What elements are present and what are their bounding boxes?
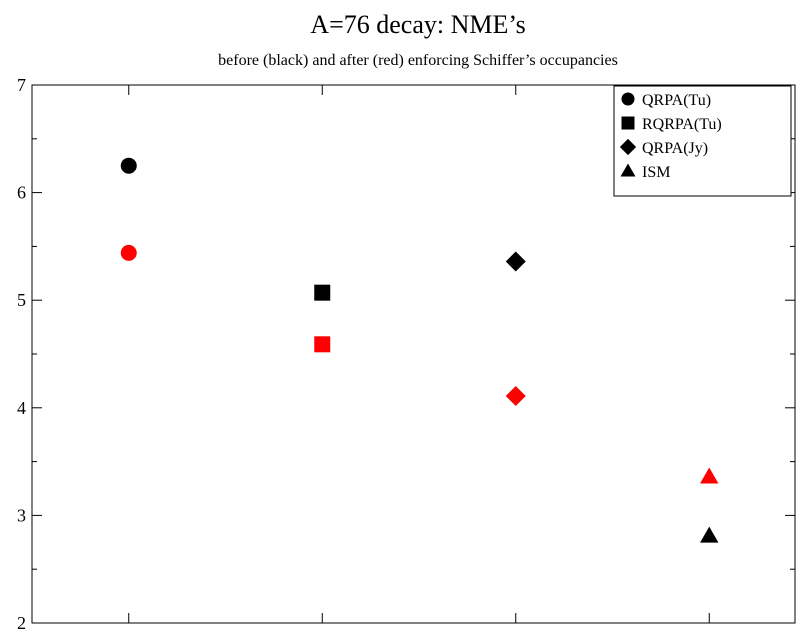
legend-label: ISM — [642, 164, 670, 181]
point-before-diamond — [505, 251, 526, 272]
point-after-diamond — [505, 385, 526, 406]
y-tick-label: 6 — [17, 183, 26, 203]
legend-marker-square — [621, 116, 635, 130]
point-before-square — [314, 284, 331, 301]
point-after-circle — [120, 244, 137, 261]
legend-marker-triangle — [620, 163, 636, 177]
legend-label: QRPA(Jy) — [642, 140, 708, 157]
chart-title: A=76 decay: NME’s — [310, 10, 525, 39]
legend-marker-diamond — [619, 138, 637, 156]
axis-ticks: 2 3 4 5 6 7 — [17, 75, 795, 633]
data-marks — [120, 157, 719, 543]
y-tick-label: 2 — [17, 613, 26, 633]
y-tick-label: 5 — [17, 290, 26, 310]
y-tick-label: 7 — [17, 75, 26, 95]
y-tick-label: 3 — [17, 505, 26, 525]
point-after-triangle — [700, 467, 719, 484]
legend-label: QRPA(Tu) — [642, 92, 711, 109]
legend-label: RQRPA(Tu) — [642, 116, 722, 133]
point-before-circle — [120, 157, 137, 174]
point-before-triangle — [700, 526, 719, 543]
legend: QRPA(Tu) RQRPA(Tu) QRPA(Jy) ISM — [613, 85, 792, 197]
legend-marker-circle — [621, 92, 635, 106]
y-tick-label: 4 — [17, 398, 26, 418]
legend-box — [613, 85, 792, 197]
chart-subtitle: before (black) and after (red) enforcing… — [218, 52, 618, 69]
point-after-square — [314, 336, 331, 353]
